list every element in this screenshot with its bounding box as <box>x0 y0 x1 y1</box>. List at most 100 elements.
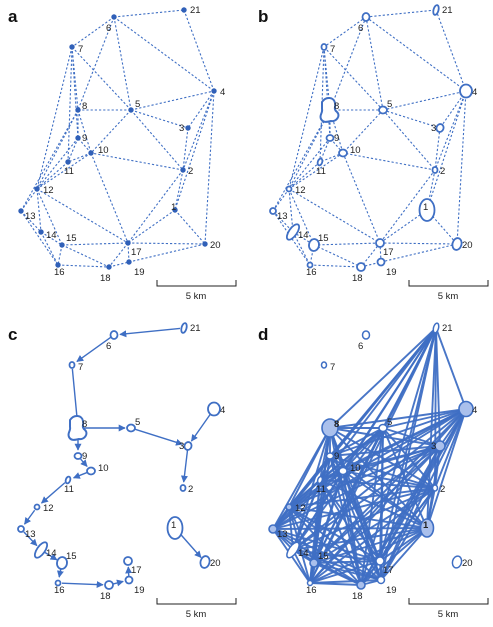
node-label: 9 <box>334 133 339 144</box>
node-17: 17 <box>375 556 394 576</box>
edge-16-17 <box>309 560 381 584</box>
node-label: 18 <box>352 273 363 284</box>
edge-16-18 <box>309 264 362 268</box>
edge-8-13 <box>272 427 331 530</box>
node-label: 17 <box>131 565 142 576</box>
edge-11-12 <box>40 482 66 504</box>
node-label: 11 <box>316 166 326 177</box>
node-21: 21 <box>181 5 201 16</box>
edge-17-1 <box>379 527 428 562</box>
node-label: 6 <box>358 341 363 352</box>
node-6: 6 <box>106 330 119 352</box>
node-11: 11 <box>316 157 326 177</box>
edge-18-19 <box>112 579 124 587</box>
patch-outline <box>109 330 119 340</box>
edge-4-3 <box>439 90 467 129</box>
patch-outline <box>320 43 328 51</box>
edge-14-19 <box>292 549 382 581</box>
node-15: 15 <box>309 551 329 568</box>
edge-3-2 <box>180 449 189 483</box>
panel-label-d: d <box>258 325 268 344</box>
edge-6-21 <box>365 9 437 18</box>
node-marker <box>211 88 217 94</box>
node-label: 18 <box>352 591 363 602</box>
edge-14-16 <box>40 231 59 266</box>
node-label: 2 <box>440 484 445 495</box>
patch-outline <box>179 484 187 492</box>
node-4: 4 <box>207 401 225 417</box>
patch-outline <box>325 134 335 142</box>
edge-17-18 <box>360 560 381 586</box>
edge-9-12 <box>288 137 331 190</box>
edge-3-2 <box>434 127 441 171</box>
node-label: 3 <box>431 123 436 134</box>
node-17: 17 <box>123 556 142 576</box>
node-label: 14 <box>298 230 309 241</box>
patch-outline <box>459 83 473 99</box>
node-label: 3 <box>179 441 184 452</box>
node-10: 10 <box>338 145 361 158</box>
edge-7-11 <box>67 46 73 163</box>
patch-outline <box>86 466 96 476</box>
edge-5-19 <box>380 427 384 581</box>
node-label: 10 <box>98 145 109 156</box>
panel-c-edges <box>23 327 213 589</box>
edge-1-20 <box>426 209 458 245</box>
node-marker <box>38 229 44 235</box>
node-12: 12 <box>285 185 306 196</box>
edge-5-10 <box>90 109 132 154</box>
node-label: 10 <box>98 463 109 474</box>
patch-outline <box>285 185 293 193</box>
edge-17-19 <box>379 242 382 263</box>
edge-6-4 <box>365 16 467 92</box>
node-18: 18 <box>100 580 114 602</box>
edge-6-5 <box>113 16 132 111</box>
edge-12-13 <box>20 188 38 212</box>
node-label: 18 <box>100 273 111 284</box>
node-11: 11 <box>64 475 74 495</box>
node-9: 9 <box>325 451 339 462</box>
edge-13-1 <box>272 527 428 530</box>
edge-5-4 <box>130 90 215 111</box>
node-8: 8 <box>319 97 340 123</box>
node-label: 16 <box>306 585 317 596</box>
node-11: 11 <box>64 159 74 177</box>
node-label: 17 <box>383 247 394 258</box>
scale-bar-b: 5 km <box>408 280 489 302</box>
edge-21-6 <box>119 327 181 338</box>
patch-outline <box>418 198 436 222</box>
edge-15-1 <box>313 527 428 564</box>
node-label: 15 <box>318 551 329 562</box>
edge-19-20 <box>128 243 206 263</box>
patch <box>338 466 348 476</box>
patch-outline <box>316 157 324 167</box>
edge-12-1 <box>288 506 428 529</box>
patch <box>320 361 328 369</box>
node-16: 16 <box>54 262 65 278</box>
patch-outline <box>166 516 184 540</box>
edge-4-16 <box>309 408 467 584</box>
node-7: 7 <box>68 361 83 373</box>
edge-2-10 <box>342 470 436 489</box>
node-8: 8 <box>75 101 87 113</box>
node-label: 2 <box>188 484 193 495</box>
node-label: 1 <box>171 202 176 213</box>
edge-8-10 <box>77 109 92 154</box>
node-6: 6 <box>358 330 371 352</box>
edge-7-5 <box>71 46 132 111</box>
edge-16-19 <box>309 579 382 584</box>
node-18: 18 <box>352 580 366 602</box>
edge-17-20 <box>379 242 458 245</box>
node-label: 21 <box>190 5 201 16</box>
node-8: 8 <box>321 418 339 438</box>
patch-outline <box>356 262 366 272</box>
node-label: 1 <box>423 520 429 531</box>
node-marker <box>75 107 81 113</box>
patch-outline <box>199 555 211 569</box>
edge-5-4 <box>382 90 467 111</box>
